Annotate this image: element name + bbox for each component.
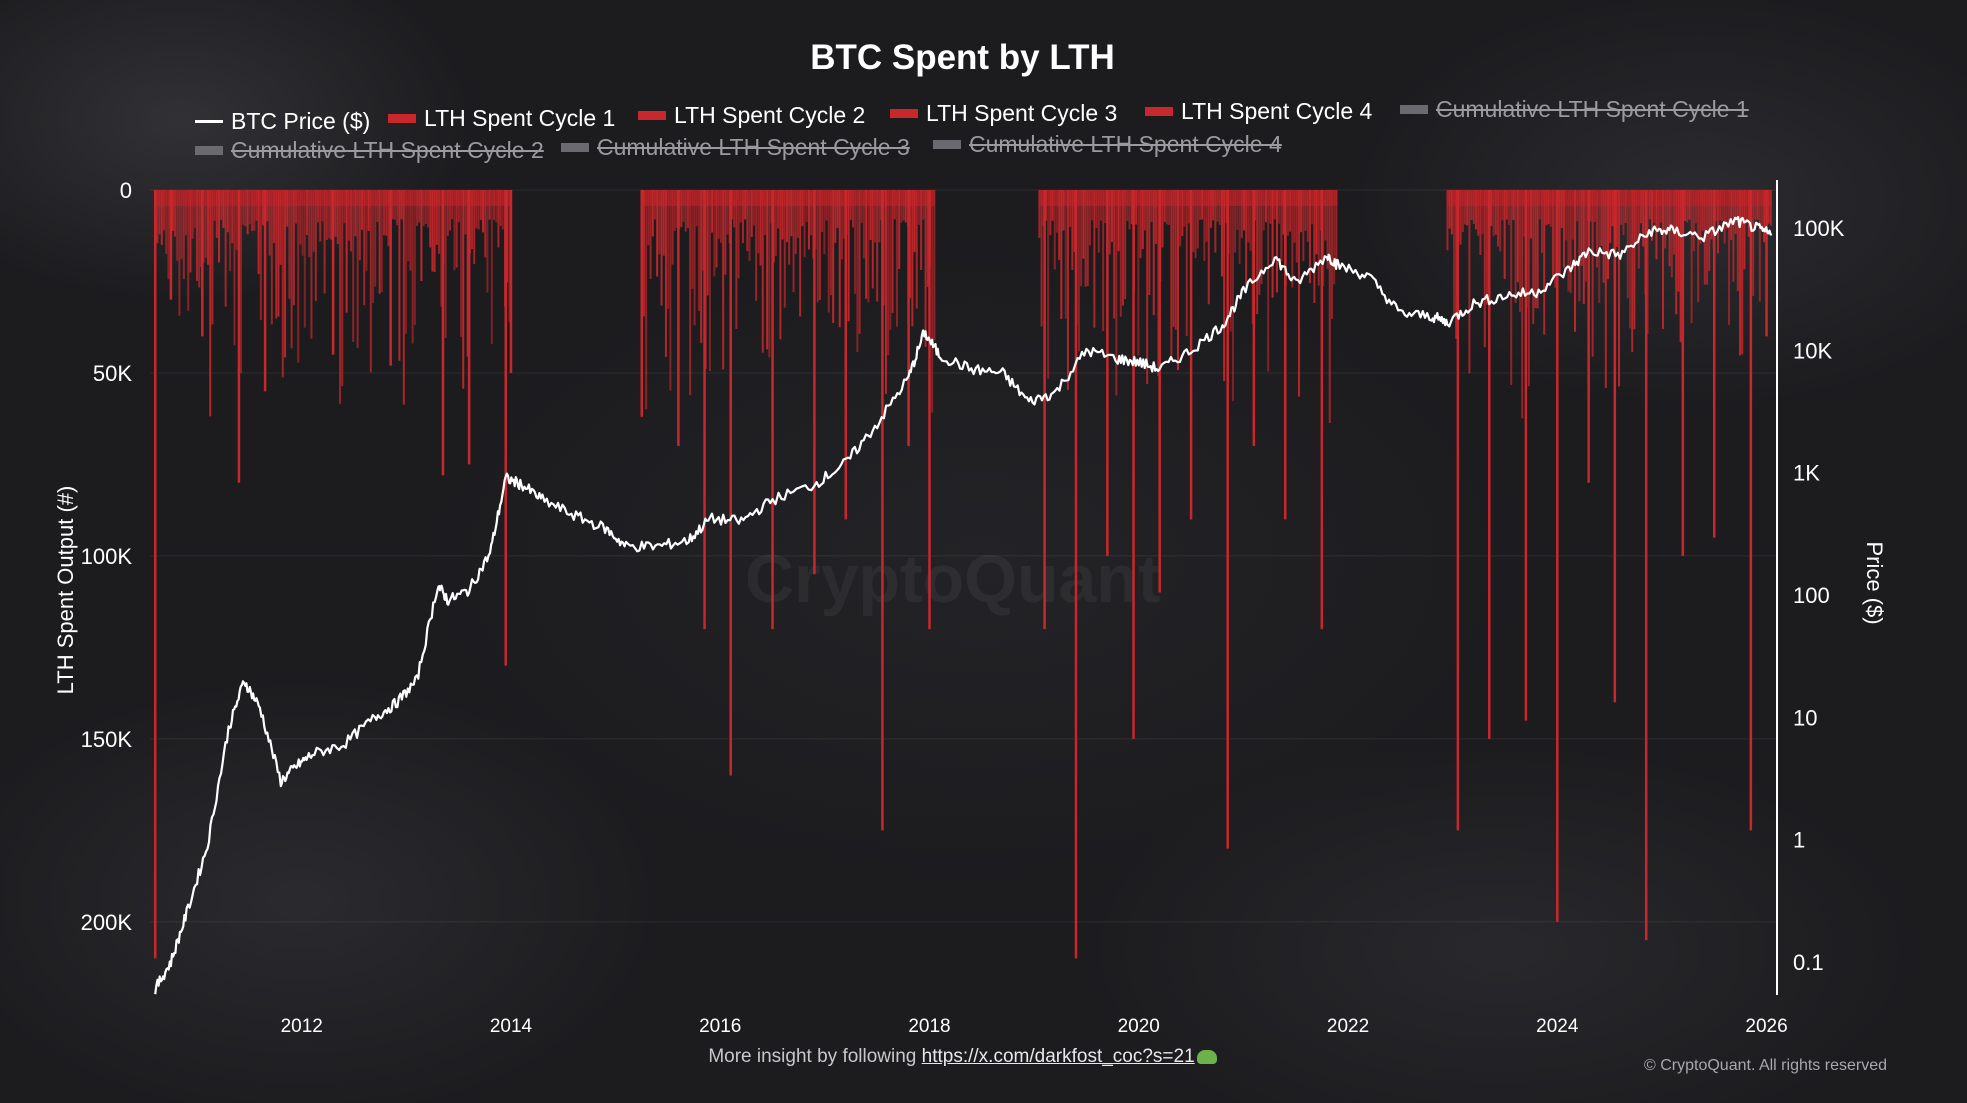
legend-label: LTH Spent Cycle 4 [1181, 98, 1373, 124]
y-axis-left-title: LTH Spent Output (#) [53, 485, 78, 695]
footer: More insight by following https://x.com/… [0, 1046, 1925, 1068]
frog-icon [1196, 1049, 1217, 1064]
x-tick-label: 2024 [1536, 1016, 1579, 1037]
y-right-tick-label: 1K [1793, 461, 1820, 486]
legend-label: LTH Spent Cycle 1 [424, 105, 616, 131]
y-left-tick-label: 100K [81, 544, 133, 569]
legend-line-swatch [195, 120, 223, 123]
y-right-tick-label: 10K [1793, 338, 1832, 363]
legend-red-swatch [388, 114, 416, 123]
legend-label: LTH Spent Cycle 3 [926, 100, 1118, 126]
legend-gray-swatch [933, 140, 961, 149]
legend-item-lth-spent-cycle-4[interactable]: LTH Spent Cycle 4 [1145, 98, 1372, 125]
x-tick-label: 2018 [908, 1016, 950, 1037]
x-tick-label: 2020 [1118, 1016, 1160, 1037]
legend-red-swatch [638, 111, 666, 120]
legend-red-swatch [890, 109, 918, 118]
legend-item-cumulative-cycle-4[interactable]: Cumulative LTH Spent Cycle 4 [933, 131, 1282, 158]
x-tick-label: 2016 [699, 1016, 741, 1037]
y-axis-right-title: Price ($) [1862, 541, 1887, 625]
y-left-tick-label: 0 [120, 178, 132, 203]
y-right-tick-label: 100 [1793, 583, 1830, 608]
y-right-tick-label: 100K [1793, 216, 1845, 241]
legend-red-swatch [1145, 107, 1173, 116]
y-right-tick-label: 1 [1793, 828, 1805, 853]
legend-item-btc-price[interactable]: BTC Price ($) [195, 108, 370, 135]
legend-item-lth-spent-cycle-3[interactable]: LTH Spent Cycle 3 [890, 100, 1117, 127]
legend-label: BTC Price ($) [231, 108, 371, 134]
copyright: © CryptoQuant. All rights reserved [1644, 1057, 1887, 1074]
y-left-tick-label: 150K [81, 727, 133, 752]
footer-link[interactable]: https://x.com/darkfost_coc?s=21 [921, 1046, 1195, 1067]
x-tick-label: 2026 [1745, 1016, 1787, 1037]
y-right-tick-label: 10 [1793, 705, 1817, 730]
series-lth-spent-cycle-1 [153, 190, 513, 959]
y-right-tick-label: 0.1 [1793, 950, 1824, 975]
x-tick-label: 2014 [490, 1016, 533, 1037]
y-left-tick-label: 50K [93, 361, 132, 386]
footer-prefix: More insight by following [708, 1046, 917, 1067]
legend-item-lth-spent-cycle-2[interactable]: LTH Spent Cycle 2 [638, 102, 865, 129]
legend-label: Cumulative LTH Spent Cycle 3 [597, 134, 910, 160]
series-lth-spent-cycle-2 [640, 190, 936, 831]
series-lth-spent-cycle-3 [1038, 190, 1338, 959]
series-btc-price-line [154, 216, 1773, 995]
legend-gray-swatch [1400, 105, 1428, 114]
y-left-tick-label: 200K [81, 910, 133, 935]
legend-item-lth-spent-cycle-1[interactable]: LTH Spent Cycle 1 [388, 105, 615, 132]
legend-label: Cumulative LTH Spent Cycle 2 [231, 137, 544, 163]
legend-gray-swatch [561, 143, 589, 152]
legend-item-cumulative-cycle-2[interactable]: Cumulative LTH Spent Cycle 2 [195, 137, 544, 164]
series-lth-spent-cycle-4 [1446, 190, 1772, 941]
chart-title: BTC Spent by LTH [810, 38, 1115, 77]
legend-item-cumulative-cycle-1[interactable]: Cumulative LTH Spent Cycle 1 [1400, 96, 1749, 123]
x-tick-label: 2022 [1327, 1016, 1369, 1037]
legend-label: Cumulative LTH Spent Cycle 4 [969, 131, 1282, 157]
legend-label: LTH Spent Cycle 2 [674, 102, 866, 128]
legend-label: Cumulative LTH Spent Cycle 1 [1436, 96, 1749, 122]
legend-gray-swatch [195, 146, 223, 155]
legend-item-cumulative-cycle-3[interactable]: Cumulative LTH Spent Cycle 3 [561, 134, 910, 161]
x-tick-label: 2012 [281, 1016, 323, 1037]
